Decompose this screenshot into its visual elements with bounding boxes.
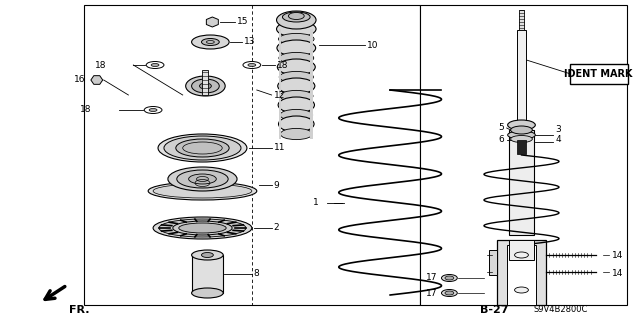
Bar	[310, 29, 313, 139]
Text: 11: 11	[273, 144, 285, 152]
Bar	[202, 70, 209, 95]
Ellipse shape	[276, 11, 316, 29]
Text: B-27: B-27	[479, 305, 508, 315]
Text: 18: 18	[95, 61, 107, 70]
Ellipse shape	[148, 182, 257, 200]
Ellipse shape	[176, 139, 229, 157]
Bar	[516, 140, 527, 154]
FancyBboxPatch shape	[570, 64, 628, 84]
Ellipse shape	[191, 250, 223, 260]
Polygon shape	[91, 76, 102, 84]
Ellipse shape	[191, 288, 223, 298]
Text: 5: 5	[499, 123, 504, 132]
Text: 4: 4	[555, 136, 561, 145]
Ellipse shape	[159, 219, 246, 237]
Ellipse shape	[186, 76, 225, 96]
Text: FR.: FR.	[69, 305, 90, 315]
Ellipse shape	[153, 184, 252, 198]
Ellipse shape	[156, 71, 255, 109]
Text: 14: 14	[612, 251, 624, 261]
Ellipse shape	[248, 63, 256, 66]
Ellipse shape	[278, 78, 315, 94]
Bar	[497, 240, 546, 305]
Text: 12: 12	[273, 91, 285, 100]
Polygon shape	[206, 17, 218, 27]
Ellipse shape	[511, 136, 532, 143]
Text: 13: 13	[244, 38, 255, 47]
Ellipse shape	[164, 136, 241, 160]
Text: 6: 6	[499, 136, 504, 145]
Text: 17: 17	[426, 273, 438, 283]
Ellipse shape	[191, 79, 220, 93]
Bar	[516, 30, 527, 130]
Ellipse shape	[442, 290, 458, 296]
Text: 3: 3	[555, 125, 561, 135]
Ellipse shape	[149, 108, 157, 112]
Text: 16: 16	[74, 76, 86, 85]
Ellipse shape	[515, 252, 529, 258]
Ellipse shape	[277, 59, 316, 75]
Ellipse shape	[442, 275, 458, 281]
Ellipse shape	[191, 35, 229, 49]
Ellipse shape	[179, 223, 226, 233]
Ellipse shape	[445, 291, 454, 295]
Ellipse shape	[276, 21, 316, 37]
Ellipse shape	[508, 120, 535, 130]
Ellipse shape	[278, 116, 314, 132]
Ellipse shape	[279, 71, 314, 83]
Text: 2: 2	[273, 224, 279, 233]
Ellipse shape	[280, 129, 312, 140]
Ellipse shape	[508, 131, 535, 139]
Ellipse shape	[153, 217, 252, 239]
Ellipse shape	[445, 276, 454, 280]
Ellipse shape	[168, 167, 237, 191]
Ellipse shape	[279, 52, 314, 63]
Bar	[278, 29, 282, 139]
Text: S9V4B2800C: S9V4B2800C	[533, 306, 588, 315]
Text: IDENT MARK: IDENT MARK	[564, 69, 633, 79]
Text: 1: 1	[313, 198, 319, 207]
Text: 9: 9	[273, 181, 279, 189]
Ellipse shape	[282, 12, 310, 22]
Text: 14: 14	[612, 269, 624, 278]
Polygon shape	[589, 268, 602, 276]
Ellipse shape	[515, 287, 529, 293]
Text: 17: 17	[426, 288, 438, 298]
Ellipse shape	[151, 63, 159, 66]
Bar	[507, 245, 536, 305]
Polygon shape	[589, 251, 602, 259]
Ellipse shape	[161, 74, 250, 106]
Ellipse shape	[511, 126, 532, 134]
Bar	[420, 5, 627, 305]
Ellipse shape	[280, 90, 313, 101]
Ellipse shape	[200, 83, 211, 89]
Ellipse shape	[202, 39, 220, 46]
Ellipse shape	[278, 97, 314, 113]
Text: 8: 8	[254, 270, 260, 278]
Text: 15: 15	[237, 18, 248, 26]
Ellipse shape	[158, 134, 247, 162]
Bar	[509, 240, 534, 260]
Ellipse shape	[280, 109, 313, 121]
Ellipse shape	[277, 40, 316, 56]
Ellipse shape	[202, 253, 213, 257]
Ellipse shape	[289, 12, 304, 19]
Ellipse shape	[278, 33, 314, 45]
Bar	[84, 5, 420, 305]
Ellipse shape	[177, 170, 228, 188]
Ellipse shape	[189, 174, 216, 184]
Text: 18: 18	[81, 106, 92, 115]
Text: 18: 18	[276, 61, 288, 70]
Bar	[518, 10, 524, 30]
Bar	[191, 255, 223, 293]
Text: 10: 10	[367, 41, 379, 49]
Bar	[509, 130, 534, 235]
Bar	[489, 250, 497, 275]
